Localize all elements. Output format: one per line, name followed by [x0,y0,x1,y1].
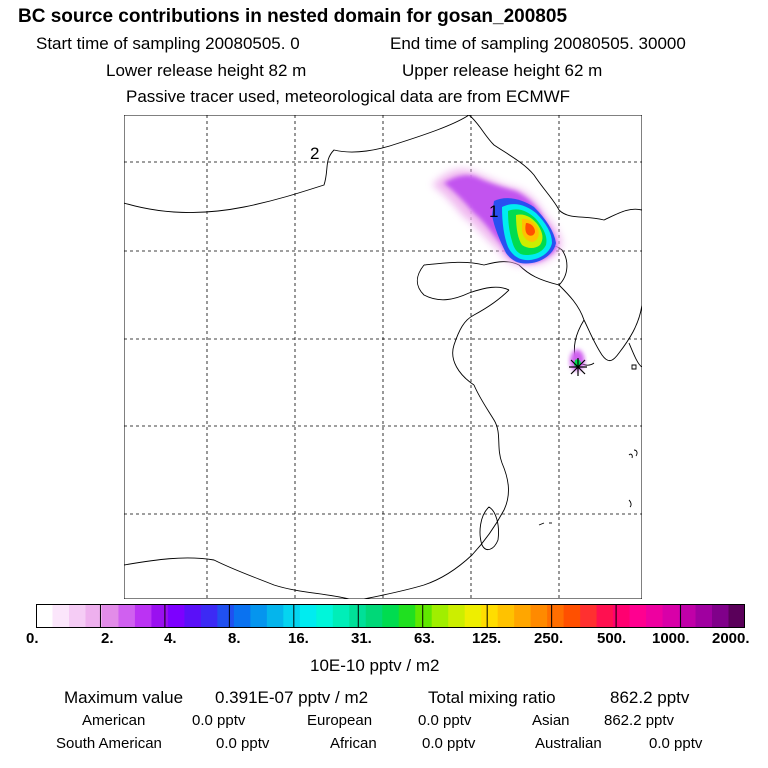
colorbar-swatch [596,604,614,628]
colorbar-tick-label: 4. [164,630,177,647]
region-name: South American [56,735,162,752]
colorbar-swatch [118,604,136,628]
colorbar-tick-label: 500. [597,630,627,647]
colorbar-tick-label: 8. [228,630,241,647]
region-value: 0.0 pptv [192,712,246,729]
colorbar-swatch [547,604,565,628]
start-time-text: Start time of sampling 20080505. 0 [36,34,300,53]
colorbar-swatch [217,604,235,628]
colorbar-swatch [101,604,119,628]
upper-release-text: Upper release height 62 m [402,61,603,80]
total-mixing-label: Total mixing ratio [428,688,556,707]
colorbar-tick-label: 250. [534,630,564,647]
end-time-text: End time of sampling 20080505. 30000 [390,34,686,53]
colorbar-swatch [514,604,532,628]
colorbar-swatch [679,604,697,628]
region-value: 0.0 pptv [649,735,703,752]
max-value-label: Maximum value [64,688,184,707]
colorbar-tick-label: 0. [26,630,39,647]
region-name: American [82,712,146,729]
colorbar-swatch [563,604,581,628]
colorbar-swatch [283,604,301,628]
colorbar-frame [36,604,745,628]
colorbar-swatch [613,604,631,628]
map-panel: 2 1 [124,115,642,599]
colorbar-tick-label: 125. [472,630,502,647]
colorbar-swatch [662,604,680,628]
region-name: Asian [532,712,570,729]
colorbar-swatch [382,604,400,628]
colorbar-swatch [728,604,745,628]
colorbar-tick-label: 16. [288,630,309,647]
plot-title: BC source contributions in nested domain… [18,6,568,27]
tracer-note-text: Passive tracer used, meteorological data… [126,87,571,106]
colorbar-swatch [580,604,598,628]
colorbar-swatch [200,604,218,628]
colorbar-swatch [629,604,647,628]
colorbar-swatch [36,604,53,628]
colorbar-swatch [530,604,548,628]
colorbar-swatch [316,604,334,628]
colorbar-swatch [250,604,268,628]
colorbar-swatch [415,604,433,628]
colorbar-tick-label: 2. [101,630,114,647]
colorbar-swatch [332,604,350,628]
colorbar-swatch [398,604,416,628]
region-name: African [330,735,377,752]
colorbar-swatch [151,604,169,628]
colorbar-swatch [52,604,70,628]
colorbar-tick-label: 2000. [712,630,750,647]
colorbar-swatch [431,604,449,628]
colorbar-swatch [448,604,466,628]
lower-release-text: Lower release height 82 m [106,61,307,80]
receptor-marker [569,358,587,376]
region-name: Australian [535,735,602,752]
colorbar-swatch [299,604,317,628]
coastlines [124,115,642,599]
region-value: 0.0 pptv [422,735,476,752]
colorbar-swatch [464,604,482,628]
colorbar-swatch [134,604,152,628]
colorbar-swatch [85,604,103,628]
colorbar-units: 10E-10 pptv / m2 [310,656,440,675]
max-value: 0.391E-07 pptv / m2 [215,688,369,707]
colorbar-swatch [365,604,383,628]
colorbar-swatch [266,604,284,628]
domain-label-2: 2 [310,144,319,163]
colorbar-swatch [481,604,499,628]
region-value: 0.0 pptv [216,735,270,752]
colorbar-swatch [712,604,730,628]
concentration-plume [432,169,585,371]
region-value: 862.2 pptv [604,712,675,729]
colorbar-swatch [233,604,251,628]
colorbar-swatch [184,604,202,628]
colorbar-swatch [167,604,185,628]
colorbar-swatch [695,604,713,628]
colorbar-swatch [646,604,664,628]
domain-label-1: 1 [489,202,498,221]
colorbar-tick-label: 63. [414,630,435,647]
colorbar-swatch [68,604,86,628]
region-value: 0.0 pptv [418,712,472,729]
colorbar-swatch [497,604,515,628]
colorbar [36,604,745,628]
region-name: European [307,712,373,729]
colorbar-tick-label: 1000. [652,630,690,647]
colorbar-tick-label: 31. [351,630,372,647]
total-mixing-value: 862.2 pptv [610,688,690,707]
